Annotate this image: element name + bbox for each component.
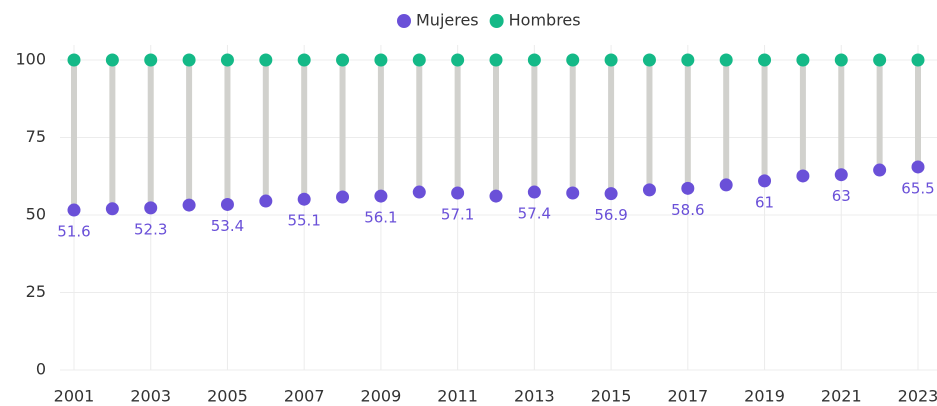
dot [144, 201, 158, 215]
legend-marker [489, 14, 504, 28]
dot [144, 53, 158, 67]
dot [297, 53, 311, 67]
dot [834, 53, 848, 67]
dot [67, 53, 81, 67]
data-label: 65.5 [901, 179, 934, 197]
data-label: 58.6 [671, 201, 704, 219]
dot [297, 192, 311, 206]
dot [796, 53, 810, 67]
x-tick-label: 2019 [744, 387, 785, 406]
dot [374, 53, 388, 67]
x-tick-label: 2023 [898, 387, 937, 406]
data-label: 55.1 [287, 212, 320, 230]
dot [220, 53, 234, 67]
x-tick-label: 2009 [361, 387, 402, 406]
dot [604, 187, 618, 201]
dot [105, 202, 119, 216]
x-tick-label: 2013 [514, 387, 555, 406]
y-tick-label: 25 [26, 282, 46, 301]
dot [182, 53, 196, 67]
dot [527, 185, 541, 199]
y-tick-label: 0 [36, 360, 46, 379]
x-tick-label: 2011 [437, 387, 478, 406]
x-tick-label: 2015 [591, 387, 632, 406]
dot [374, 189, 388, 203]
dot [412, 185, 426, 199]
dot [451, 186, 465, 200]
data-label: 52.3 [134, 220, 167, 238]
data-label: 53.4 [211, 217, 244, 235]
data-label: 56.1 [364, 209, 397, 227]
dot [527, 53, 541, 67]
legend-label: Mujeres [416, 11, 479, 30]
dot [336, 53, 350, 67]
dot [451, 53, 465, 67]
dot [758, 53, 772, 67]
x-tick-label: 2003 [130, 387, 171, 406]
legend-label: Hombres [509, 11, 581, 30]
dot [911, 160, 925, 174]
data-label: 51.6 [57, 223, 90, 241]
data-label: 57.1 [441, 205, 474, 223]
x-tick-label: 2007 [284, 387, 325, 406]
dot [182, 198, 196, 212]
x-tick-label: 2017 [667, 387, 708, 406]
dot [220, 197, 234, 211]
data-label: 61 [755, 193, 774, 211]
dot [259, 194, 273, 208]
dot [681, 181, 695, 195]
dot [105, 53, 119, 67]
data-label: 63 [832, 187, 851, 205]
dot [259, 53, 273, 67]
dot [834, 168, 848, 182]
dot [642, 183, 656, 197]
dot [566, 53, 580, 67]
legend-marker [397, 14, 411, 28]
dot [873, 163, 887, 177]
x-tick-label: 2001 [54, 387, 95, 406]
dot [67, 203, 81, 217]
dot [681, 53, 695, 67]
dot [489, 189, 503, 203]
data-label: 57.4 [518, 205, 551, 223]
dot [758, 174, 772, 188]
dot [489, 53, 503, 67]
dot [412, 53, 426, 67]
y-tick-label: 100 [15, 50, 46, 69]
y-tick-label: 50 [26, 205, 46, 224]
dot [604, 53, 618, 67]
dot [336, 190, 350, 204]
x-tick-label: 2021 [821, 387, 862, 406]
y-tick-label: 75 [26, 127, 46, 146]
dot [911, 53, 925, 67]
dot [642, 53, 656, 67]
x-tick-label: 2005 [207, 387, 248, 406]
data-label: 56.9 [594, 206, 627, 224]
dot [796, 169, 810, 183]
dot [566, 186, 580, 200]
dot [719, 53, 733, 67]
dot [873, 53, 887, 67]
dot [719, 178, 733, 192]
